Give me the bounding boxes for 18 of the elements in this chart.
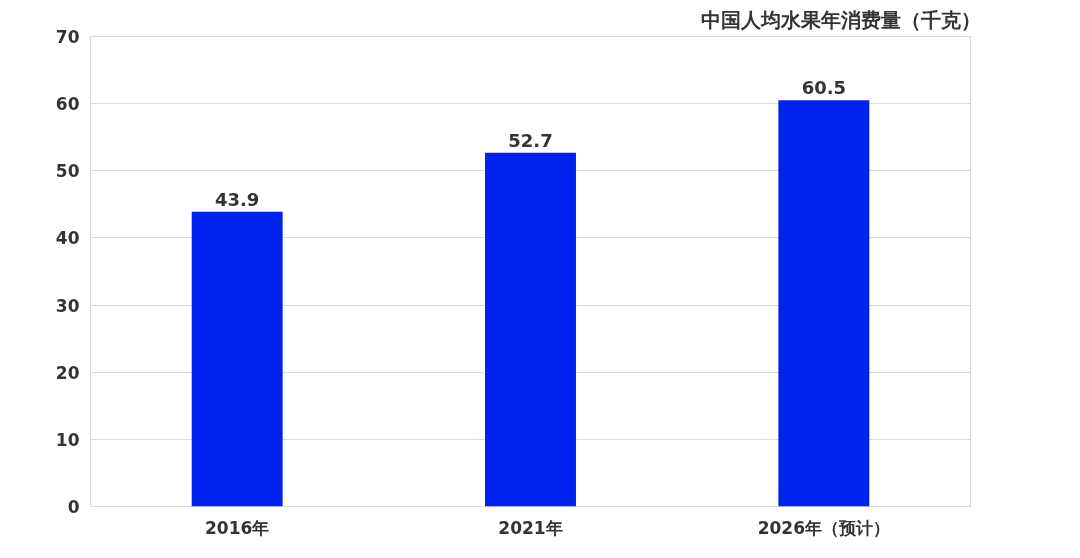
bar bbox=[485, 152, 576, 507]
x-tick-label: 2016年 bbox=[205, 517, 270, 538]
data-label: 60.5 bbox=[801, 77, 847, 99]
bar bbox=[191, 211, 283, 507]
y-tick-label: 10 bbox=[55, 429, 80, 450]
y-tick-label: 40 bbox=[55, 228, 80, 249]
data-label: 43.9 bbox=[214, 188, 260, 210]
y-tick-label: 20 bbox=[55, 362, 80, 383]
y-tick-label: 50 bbox=[55, 161, 80, 182]
x-tick-label: 2021年 bbox=[498, 517, 563, 538]
y-tick-label: 70 bbox=[55, 27, 80, 47]
data-label: 52.7 bbox=[508, 129, 553, 151]
bar bbox=[778, 100, 870, 507]
y-tick-label: 30 bbox=[55, 295, 80, 316]
chart-title: 中国人均水果年消费量（千克） bbox=[700, 7, 981, 32]
y-tick-label: 60 bbox=[55, 94, 80, 115]
x-tick-label: 2026年（预计） bbox=[757, 517, 890, 538]
y-tick-label: 0 bbox=[67, 497, 80, 517]
